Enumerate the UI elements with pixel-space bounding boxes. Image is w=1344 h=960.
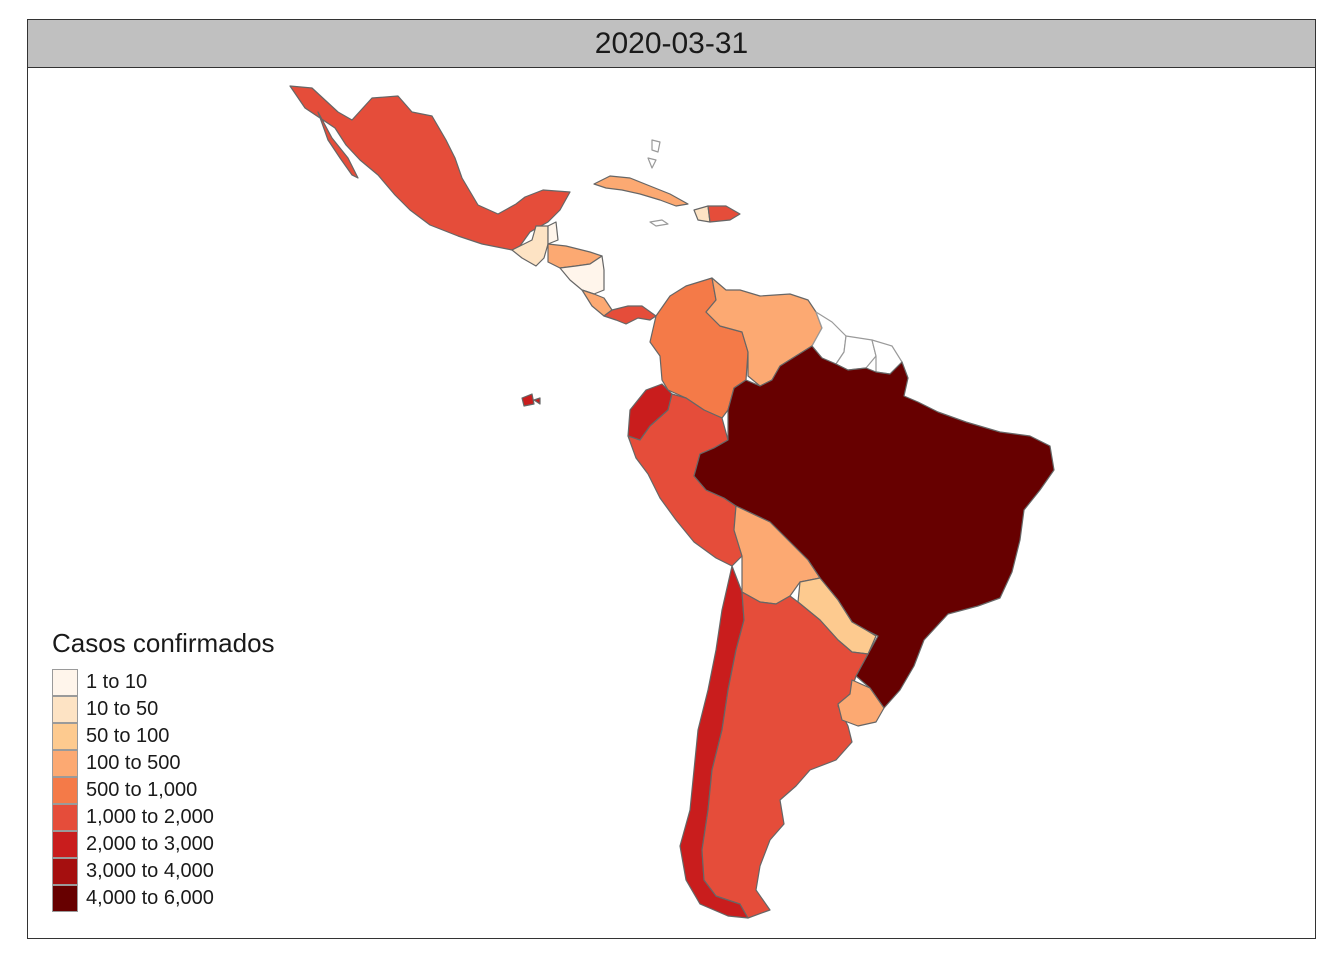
legend-item: 4,000 to 6,000 [52,885,275,912]
region-costa-rica [581,289,613,317]
region-belize [547,221,559,245]
legend-item: 10 to 50 [52,696,275,723]
region-uruguay [837,679,885,727]
legend-label: 3,000 to 4,000 [86,860,214,882]
region-bahamas [647,139,661,169]
legend-item: 3,000 to 4,000 [52,858,275,885]
legend-title: Casos confirmados [52,628,275,658]
legend-swatch [52,777,78,804]
legend-item: 2,000 to 3,000 [52,831,275,858]
legend-swatch [52,885,78,912]
legend-item: 1 to 10 [52,669,275,696]
facet-strip: 2020-03-31 [28,20,1315,68]
legend-item: 1,000 to 2,000 [52,804,275,831]
region-galapagos [521,393,541,407]
legend-item: 500 to 1,000 [52,777,275,804]
legend-label: 1 to 10 [86,671,148,693]
legend-item: 50 to 100 [52,723,275,750]
legend-swatch [52,858,78,885]
map-legend: Casos confirmados 1 to 10 10 to 50 50 to… [52,628,275,912]
legend-swatch [52,804,78,831]
facet-title: 2020-03-31 [594,26,749,60]
region-panama [603,305,657,325]
region-haiti [693,205,711,223]
region-dominican-republic [707,205,741,223]
legend-swatch [52,669,78,696]
legend-swatch [52,696,78,723]
region-mexico [289,85,571,251]
legend-label: 4,000 to 6,000 [86,887,214,909]
legend-swatch [52,831,78,858]
legend-item: 100 to 500 [52,750,275,777]
map-panel: 2020-03-31 [27,19,1316,939]
legend-label: 100 to 500 [86,752,181,774]
region-jamaica [649,219,669,227]
legend-label: 1,000 to 2,000 [86,806,214,828]
legend-swatch [52,750,78,777]
region-cuba [593,175,689,207]
region-argentina [701,591,869,919]
legend-label: 10 to 50 [86,698,159,720]
region-nicaragua [559,255,605,295]
legend-swatch [52,723,78,750]
legend-label: 500 to 1,000 [86,779,198,801]
legend-label: 2,000 to 3,000 [86,833,214,855]
legend-label: 50 to 100 [86,725,170,747]
